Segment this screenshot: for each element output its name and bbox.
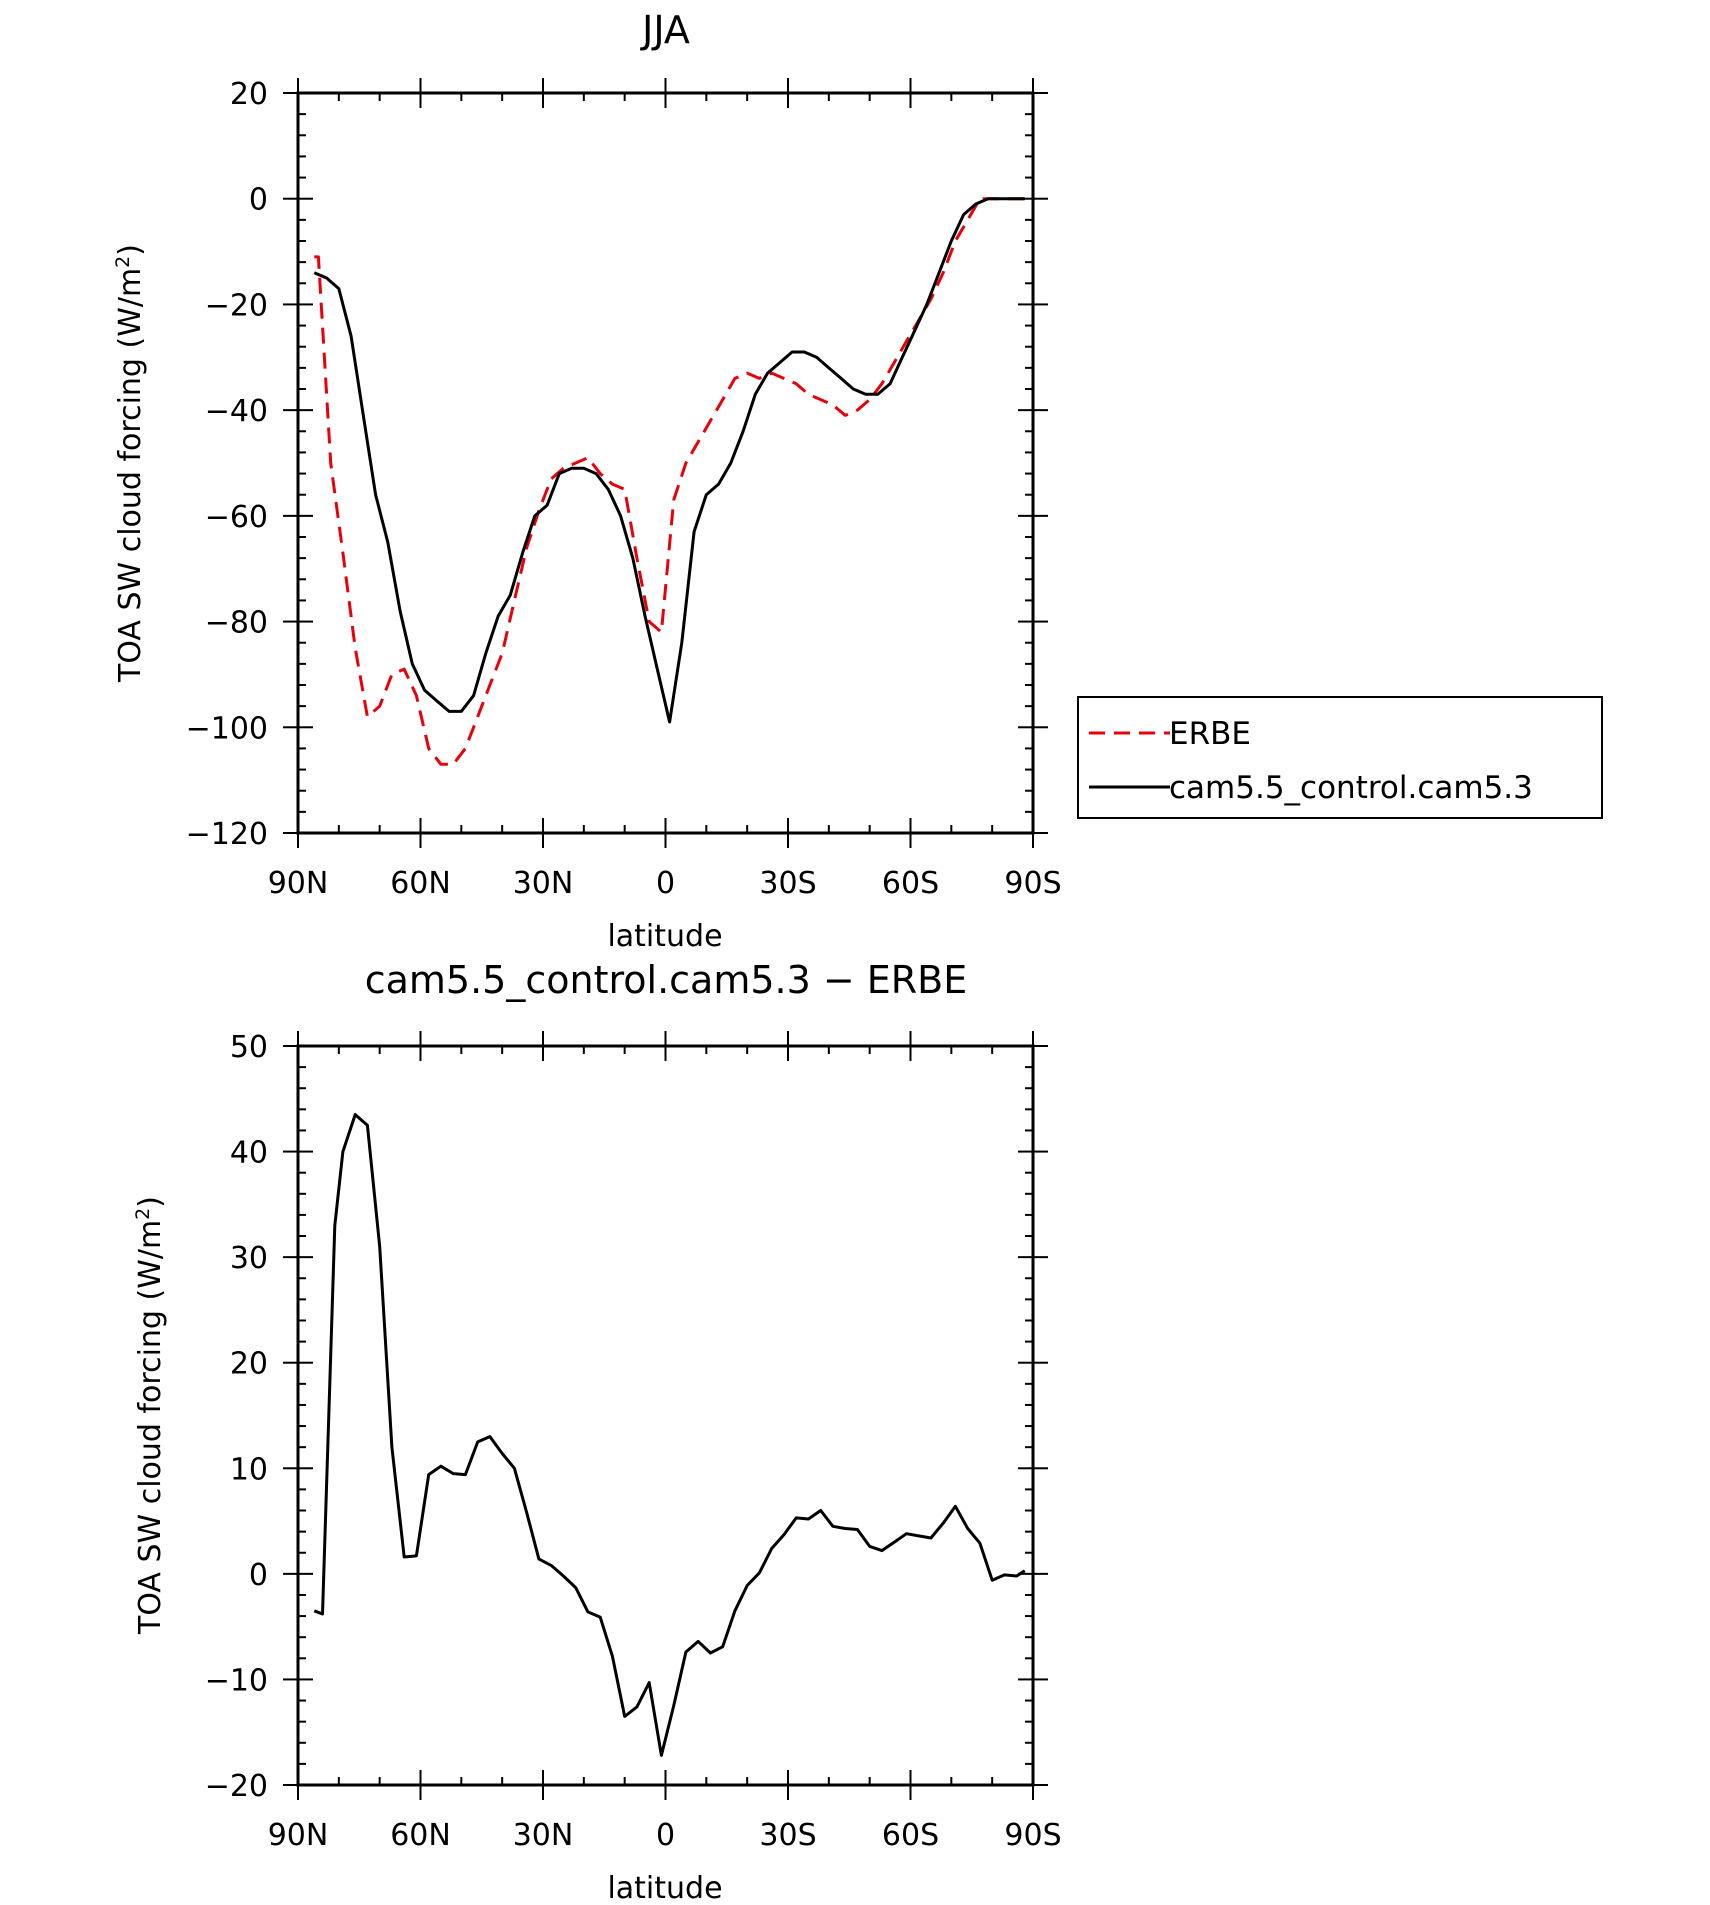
series-layer xyxy=(313,197,1025,766)
x-tick-labels: 90N 60N 30N 0 30S 60S 90S xyxy=(268,1818,1062,1853)
y-tick-label: −100 xyxy=(186,711,268,746)
x-tick-label: 60N xyxy=(390,1818,451,1853)
y-tick-labels: −120 −100 −80 −60 −40 −20 0 20 xyxy=(186,77,268,852)
chart-title: JJA xyxy=(640,8,690,52)
x-tick-label: 60S xyxy=(882,1818,939,1853)
chart-title: cam5.5_control.cam5.3 − ERBE xyxy=(365,958,968,1002)
series-line-difference xyxy=(313,1113,1026,1757)
y-tick-label: −60 xyxy=(205,500,268,535)
y-tick-labels: −20 −10 0 10 20 30 40 50 xyxy=(205,1030,268,1804)
legend-erbe-label: ERBE xyxy=(1169,716,1251,752)
y-tick-label: 0 xyxy=(249,1558,268,1593)
y-tick-label: −20 xyxy=(205,288,268,323)
y-tick-label: 0 xyxy=(249,183,268,218)
y-tick-label: −10 xyxy=(205,1663,268,1698)
legend-cam-label: cam5.5_control.cam5.3 xyxy=(1169,770,1533,806)
y-tick-label: −40 xyxy=(205,394,268,429)
x-axis-label: latitude xyxy=(607,1871,722,1905)
x-tick-label: 30S xyxy=(759,1818,816,1853)
x-tick-label: 90N xyxy=(268,866,329,901)
y-tick-label: 40 xyxy=(230,1136,268,1171)
legend: ERBE cam5.5_control.cam5.3 xyxy=(1077,696,1603,819)
axis-ticks xyxy=(283,78,1048,848)
y-axis-label: TOA SW cloud forcing (W/m2) xyxy=(132,1196,168,1635)
x-tick-label: 90S xyxy=(1004,866,1061,901)
series-line-erbe xyxy=(314,197,1025,766)
x-tick-label: 30N xyxy=(513,1818,574,1853)
x-axis-label: latitude xyxy=(607,919,722,954)
y-tick-label: −20 xyxy=(205,1769,268,1804)
y-tick-label: 50 xyxy=(230,1030,268,1065)
x-tick-label: 30S xyxy=(759,866,816,901)
legend-box xyxy=(1077,696,1603,819)
axis-ticks xyxy=(283,1031,1048,1800)
y-tick-label: 20 xyxy=(230,77,268,112)
chart-panel-difference: cam5.5_control.cam5.3 − ERBE 90N 60N 30N 0 3… xyxy=(132,958,1062,1905)
series-layer xyxy=(313,1113,1026,1757)
series-line-cam5-5-control-cam5-3 xyxy=(313,197,1025,724)
y-tick-label: 20 xyxy=(230,1347,268,1382)
y-axis-label: TOA SW cloud forcing (W/m2) xyxy=(112,244,148,683)
x-tick-label: 90N xyxy=(268,1818,329,1853)
y-tick-label: 10 xyxy=(230,1452,268,1487)
y-tick-label: 30 xyxy=(230,1241,268,1276)
chart-panel-jja: JJA 90N 60N 30N 0 30S 60S 90S −120 −100 −80 −60 −4… xyxy=(112,8,1603,954)
x-tick-label: 30N xyxy=(513,866,574,901)
x-tick-label: 60S xyxy=(882,866,939,901)
x-tick-label: 0 xyxy=(656,1818,675,1853)
y-tick-label: −120 xyxy=(186,817,268,852)
y-tick-label: −80 xyxy=(205,606,268,641)
x-tick-labels: 90N 60N 30N 0 30S 60S 90S xyxy=(268,866,1062,901)
x-tick-label: 90S xyxy=(1004,1818,1061,1853)
plot-frame xyxy=(296,1044,1035,1787)
plot-frame xyxy=(296,91,1035,835)
x-tick-label: 60N xyxy=(390,866,451,901)
x-tick-label: 0 xyxy=(656,866,675,901)
